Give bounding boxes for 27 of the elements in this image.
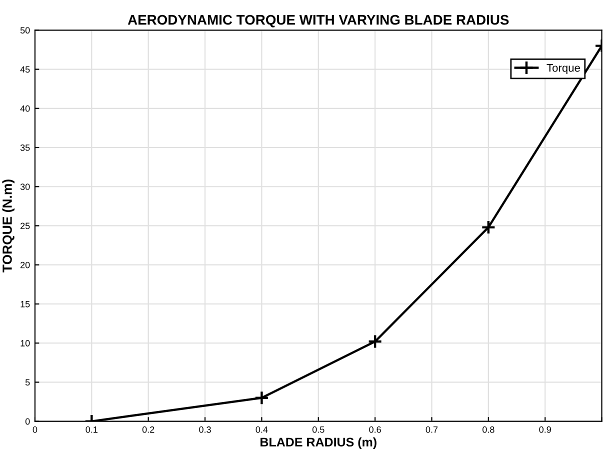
- y-tick-label: 45: [20, 66, 30, 73]
- x-tick-label: 0: [32, 426, 38, 433]
- x-tick-label: 0.3: [199, 426, 211, 433]
- chart-title: AERODYNAMIC TORQUE WITH VARYING BLADE RADIUS: [128, 14, 509, 28]
- x-tick-label: 0.1: [86, 426, 98, 433]
- x-tick-label: 0.4: [256, 426, 268, 433]
- y-tick-label: 25: [20, 222, 30, 230]
- x-tick-label: 0.8: [482, 426, 494, 433]
- y-tick-label: 15: [20, 301, 30, 308]
- x-tick-label: 0.5: [312, 426, 324, 433]
- y-tick-label: 50: [20, 27, 30, 34]
- x-tick-label: 0.6: [369, 426, 381, 433]
- point: [368, 334, 382, 349]
- y-tick-label: 40: [20, 105, 30, 112]
- x-tick-label: 0.9: [539, 426, 551, 433]
- y-tick-label: 0: [25, 418, 30, 425]
- y-tick-label: 10: [20, 340, 30, 346]
- y-tick-label: 20: [20, 262, 30, 268]
- legend-label: Torque: [546, 64, 580, 74]
- x-axis-title: BLADE RADIUS (m): [260, 437, 376, 450]
- x-tick-label: 0.7: [426, 426, 438, 433]
- y-tick-label: 5: [25, 379, 30, 386]
- x-tick-label: 0.2: [142, 426, 154, 433]
- y-tick-label: 30: [20, 184, 30, 190]
- point: [254, 390, 270, 406]
- y-axis-title: TORQUE (N.m): [2, 180, 15, 272]
- y-tick-label: 35: [20, 144, 30, 151]
